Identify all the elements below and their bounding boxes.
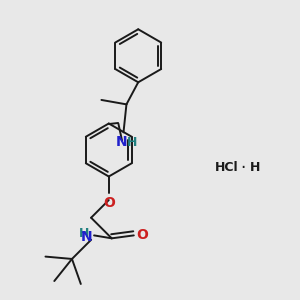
Text: H: H <box>79 227 90 240</box>
Text: O: O <box>103 196 115 210</box>
Text: N: N <box>116 135 128 149</box>
Text: H: H <box>127 136 137 149</box>
Text: HCl: HCl <box>215 161 238 174</box>
Text: O: O <box>136 228 148 242</box>
Text: ·: · <box>240 159 245 177</box>
Text: H: H <box>250 161 260 174</box>
Text: N: N <box>81 230 93 244</box>
